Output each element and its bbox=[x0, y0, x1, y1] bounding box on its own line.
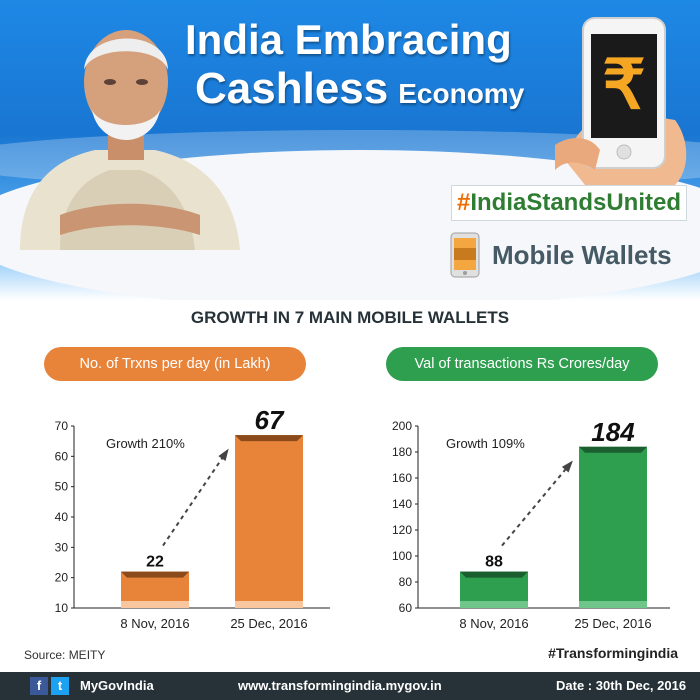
transforming-india-hashtag: #Transformingindia bbox=[548, 645, 678, 661]
bar-base bbox=[235, 601, 303, 608]
bar-top-bevel bbox=[579, 446, 647, 453]
y-tick-label: 10 bbox=[55, 601, 69, 615]
bar-data-label: 22 bbox=[146, 554, 164, 571]
twitter-icon[interactable]: t bbox=[51, 677, 69, 695]
trxns-chart-pill: No. of Trxns per day (in Lakh) bbox=[44, 347, 306, 381]
y-tick-label: 60 bbox=[55, 449, 69, 463]
hashtag-badge: # IndiaStandsUnited bbox=[451, 185, 687, 221]
facebook-icon[interactable]: f bbox=[30, 677, 48, 695]
hashtag-text: IndiaStandsUnited bbox=[470, 189, 682, 216]
banner-title-cashless: Cashless bbox=[195, 64, 389, 113]
footer-url[interactable]: www.transformingindia.mygov.in bbox=[238, 678, 442, 693]
y-tick-label: 100 bbox=[392, 549, 412, 563]
y-tick-label: 60 bbox=[399, 601, 413, 615]
growth-arrow-line bbox=[162, 450, 228, 547]
banner-title-line2: Cashless Economy bbox=[195, 64, 524, 114]
phone-in-hand-icon: ₹ bbox=[555, 17, 687, 185]
bar-data-label: 88 bbox=[485, 554, 503, 571]
x-category-label: 25 Dec, 2016 bbox=[574, 616, 651, 631]
trxns-bar-chart: 10 20 30 40 50 60 70 22 8 Nov, 2016 67 25 Dec, 201… bbox=[55, 405, 330, 631]
growth-arrow-head bbox=[561, 460, 573, 473]
y-tick-label: 120 bbox=[392, 523, 412, 537]
rupee-icon: ₹ bbox=[602, 47, 645, 123]
wallet-phone-icon bbox=[450, 232, 480, 278]
y-tick-label: 50 bbox=[55, 480, 69, 494]
y-tick-label: 20 bbox=[55, 571, 69, 585]
bar-top-bevel bbox=[460, 571, 528, 578]
page-heading: GROWTH IN 7 MAIN MOBILE WALLETS bbox=[190, 308, 510, 327]
footer-bar: f t MyGovIndia www.transformingindia.myg… bbox=[0, 672, 700, 700]
growth-annotation: Growth 210% bbox=[106, 436, 185, 451]
value-bar-chart: 60 80 100 120 140 160 180 200 88 8 Nov, 2016 184 25… bbox=[392, 417, 670, 631]
social-links: f t bbox=[30, 677, 69, 695]
y-tick-label: 70 bbox=[55, 419, 69, 433]
bar-data-label: 67 bbox=[255, 405, 285, 435]
footer-date: Date : 30th Dec, 2016 bbox=[556, 678, 687, 693]
growth-arrow-line bbox=[501, 462, 572, 547]
y-tick-label: 40 bbox=[55, 510, 69, 524]
mobile-wallets-text: Mobile Wallets bbox=[492, 239, 672, 270]
growth-annotation: Growth 109% bbox=[446, 436, 525, 451]
hashtag-symbol: # bbox=[456, 189, 471, 216]
banner-title-economy: Economy bbox=[398, 78, 525, 109]
bar-base bbox=[460, 601, 528, 608]
source-note: Source: MEITY bbox=[24, 648, 106, 662]
y-tick-label: 180 bbox=[392, 445, 412, 459]
bar-base bbox=[121, 601, 189, 608]
header-banner: India Embracing Cashless Economy ₹ # India… bbox=[0, 0, 700, 300]
bar-top-bevel bbox=[121, 571, 189, 578]
bar-data-label: 184 bbox=[591, 417, 635, 447]
y-tick-label: 160 bbox=[392, 471, 412, 485]
footer-handle: MyGovIndia bbox=[80, 678, 154, 693]
y-tick-label: 200 bbox=[392, 419, 412, 433]
x-category-label: 8 Nov, 2016 bbox=[120, 616, 189, 631]
mobile-wallets-label: Mobile Wallets bbox=[450, 232, 672, 278]
y-tick-label: 140 bbox=[392, 497, 412, 511]
bar bbox=[235, 435, 303, 608]
growth-arrow-head bbox=[218, 448, 229, 461]
x-category-label: 8 Nov, 2016 bbox=[459, 616, 528, 631]
bar-base bbox=[579, 601, 647, 608]
value-chart-pill: Val of transactions Rs Crores/day bbox=[386, 347, 658, 381]
bar bbox=[579, 446, 647, 608]
leader-portrait bbox=[20, 30, 240, 250]
x-category-label: 25 Dec, 2016 bbox=[230, 616, 307, 631]
bar-top-bevel bbox=[235, 435, 303, 442]
banner-title-line1: India Embracing bbox=[185, 16, 512, 63]
y-tick-label: 80 bbox=[399, 575, 413, 589]
y-tick-label: 30 bbox=[55, 540, 69, 554]
